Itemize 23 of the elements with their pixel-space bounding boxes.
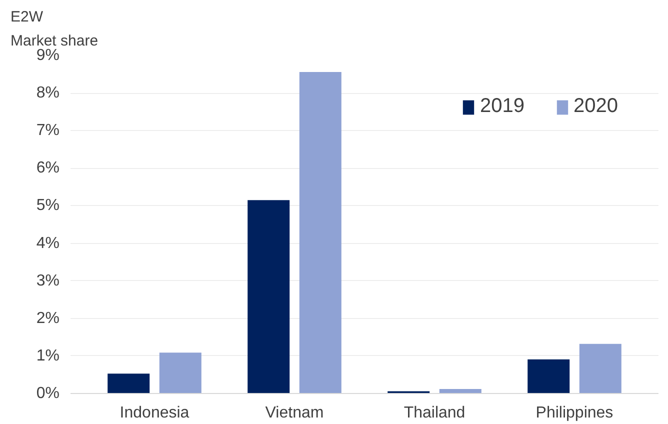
bar bbox=[579, 344, 622, 394]
x-tick-label: Indonesia bbox=[120, 404, 190, 422]
y-tick-label: 6% bbox=[36, 160, 60, 177]
bar bbox=[528, 359, 570, 394]
y-axis-title: E2W Market share bbox=[10, 8, 98, 50]
y-tick-label: 0% bbox=[36, 385, 60, 402]
legend-label: 2019 bbox=[480, 95, 524, 118]
y-tick-label: 3% bbox=[36, 272, 60, 290]
legend-label: 2020 bbox=[574, 95, 618, 118]
y-tick-label: 5% bbox=[36, 197, 60, 214]
y-tick-label: 8% bbox=[36, 84, 60, 102]
x-tick-label: Vietnam bbox=[265, 404, 324, 422]
bar bbox=[159, 352, 202, 394]
bar bbox=[299, 72, 342, 394]
y-tick-label: 4% bbox=[36, 234, 60, 252]
bar bbox=[248, 200, 290, 394]
bar bbox=[108, 374, 150, 394]
y-tick-label: 9% bbox=[36, 47, 60, 64]
y-tick-label: 1% bbox=[36, 347, 60, 364]
x-tick-label: Philippines bbox=[536, 404, 614, 422]
y-tick-label: 7% bbox=[36, 122, 60, 140]
y-tick-label: 2% bbox=[36, 310, 60, 327]
x-tick-label: Thailand bbox=[404, 404, 466, 422]
